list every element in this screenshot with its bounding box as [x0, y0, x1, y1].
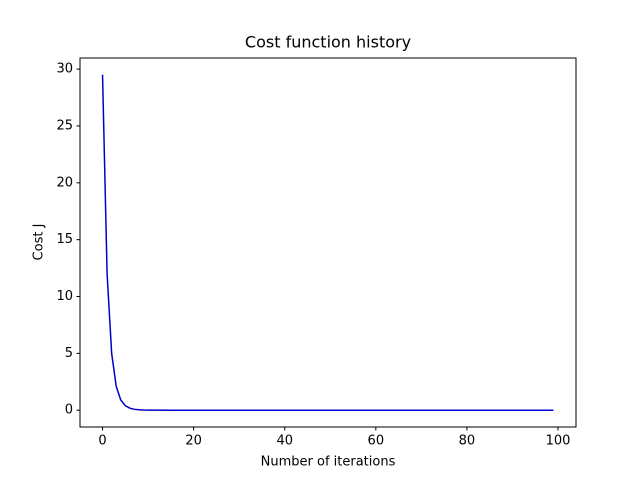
- x-tick-label: 100: [546, 434, 571, 449]
- y-axis-label: Cost J: [32, 224, 47, 261]
- x-tick-label: 60: [368, 434, 385, 449]
- line-series: [101, 74, 554, 411]
- plot-area: [101, 74, 554, 411]
- y-tick-label: 0: [65, 403, 73, 418]
- y-tick-label: 25: [56, 118, 73, 133]
- x-tick-label: 0: [98, 434, 106, 449]
- axes-frame: [79, 57, 577, 428]
- x-tick-label: 20: [185, 434, 202, 449]
- x-axis-label: Number of iterations: [261, 455, 396, 470]
- y-tick-label: 20: [56, 175, 73, 190]
- y-tick-label: 5: [65, 346, 73, 361]
- y-tick-label: 10: [56, 289, 73, 304]
- x-tick-label: 80: [459, 434, 476, 449]
- y-tick-label: 30: [56, 62, 73, 77]
- x-tick-label: 40: [276, 434, 293, 449]
- chart-title: Cost function history: [245, 33, 411, 52]
- y-tick-label: 15: [56, 232, 73, 247]
